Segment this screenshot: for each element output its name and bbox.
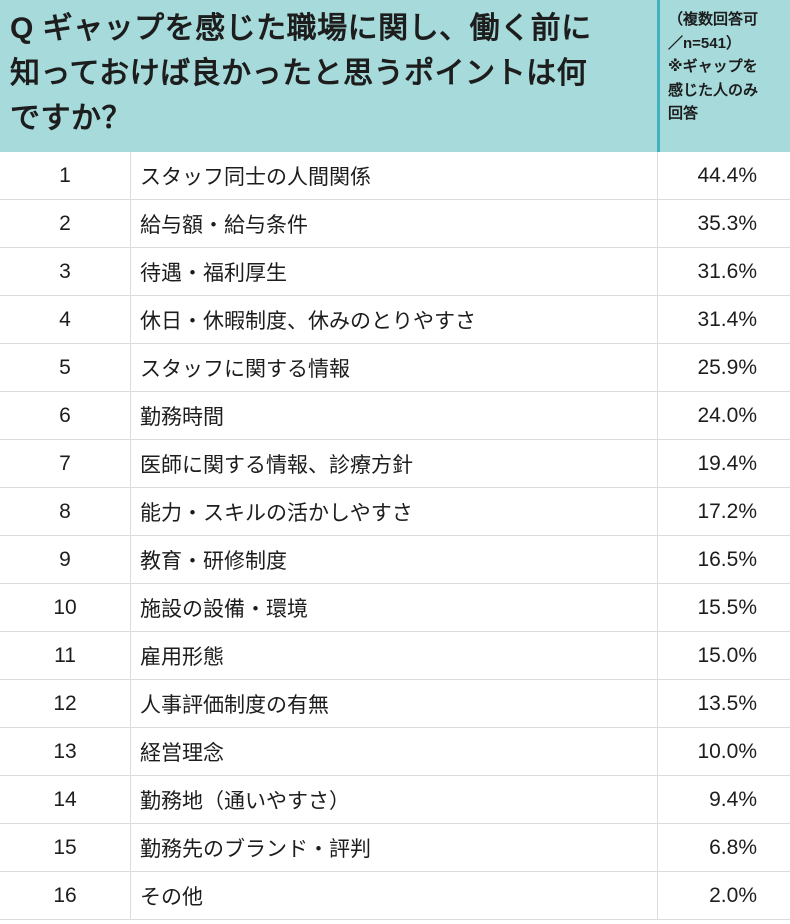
percentage-cell: 31.4% (697, 307, 757, 331)
item-label-cell: 人事評価制度の有無 (131, 680, 658, 727)
table-row: 11 雇用形態 15.0% (0, 632, 790, 680)
percentage-cell: 6.8% (709, 835, 757, 859)
item-label-cell: 能力・スキルの活かしやすさ (131, 488, 658, 535)
rank-cell: 10 (0, 584, 131, 631)
rank-cell: 11 (0, 632, 131, 679)
question-header: Q ギャップを感じた職場に関し、働く前に 知っておけば良かったと思うポイントは何… (0, 0, 790, 152)
note-line: 回答 (668, 105, 699, 122)
table-row: 2 給与額・給与条件 35.3% (0, 200, 790, 248)
note-line: ※ギャップを (668, 58, 758, 75)
item-label-cell: スタッフに関する情報 (131, 344, 658, 391)
percentage-cell: 10.0% (697, 739, 757, 763)
item-label-cell: 医師に関する情報、診療方針 (131, 440, 658, 487)
note-line: （複数回答可 (668, 11, 759, 28)
percentage-cell: 31.6% (697, 259, 757, 283)
table-row: 5 スタッフに関する情報 25.9% (0, 344, 790, 392)
rank-cell: 16 (0, 872, 131, 919)
table-row: 1 スタッフ同士の人間関係 44.4% (0, 152, 790, 200)
table-row: 6 勤務時間 24.0% (0, 392, 790, 440)
rank-cell: 14 (0, 776, 131, 823)
item-label-cell: 施設の設備・環境 (131, 584, 658, 631)
item-label-cell: 勤務時間 (131, 392, 658, 439)
rank-cell: 9 (0, 536, 131, 583)
percentage-cell: 2.0% (709, 883, 757, 907)
table-row: 15 勤務先のブランド・評判 6.8% (0, 824, 790, 872)
percentage-cell: 35.3% (697, 211, 757, 235)
rank-cell: 4 (0, 296, 131, 343)
item-label-cell: 休日・休暇制度、休みのとりやすさ (131, 296, 658, 343)
percentage-cell: 9.4% (709, 787, 757, 811)
item-label-cell: 経営理念 (131, 728, 658, 775)
item-label-cell: その他 (131, 872, 658, 919)
item-label-cell: スタッフ同士の人間関係 (131, 152, 658, 199)
table-row: 13 経営理念 10.0% (0, 728, 790, 776)
header-divider (657, 0, 660, 152)
note-line: 感じた人のみ (668, 81, 759, 99)
note-line: ／n=541） (668, 34, 741, 52)
percentage-cell: 13.5% (697, 691, 757, 715)
rank-cell: 12 (0, 680, 131, 727)
question-text: Q ギャップを感じた職場に関し、働く前に 知っておけば良かったと思うポイントは何… (0, 0, 657, 152)
percentage-cell: 24.0% (697, 403, 757, 427)
table-row: 4 休日・休暇制度、休みのとりやすさ 31.4% (0, 296, 790, 344)
table-row: 3 待遇・福利厚生 31.6% (0, 248, 790, 296)
percentage-cell: 15.0% (697, 643, 757, 667)
item-label-cell: 給与額・給与条件 (131, 200, 658, 247)
table-row: 16 その他 2.0% (0, 872, 790, 920)
percentage-cell: 19.4% (697, 451, 757, 475)
percentage-cell: 25.9% (697, 355, 757, 379)
question-line: 知っておけば良かったと思うポイントは何 (10, 57, 588, 90)
item-label-cell: 待遇・福利厚生 (131, 248, 658, 295)
table-row: 8 能力・スキルの活かしやすさ 17.2% (0, 488, 790, 536)
table-row: 14 勤務地（通いやすさ） 9.4% (0, 776, 790, 824)
table-row: 10 施設の設備・環境 15.5% (0, 584, 790, 632)
question-line: ですか？ (10, 102, 132, 135)
percentage-cell: 16.5% (697, 547, 757, 571)
rank-cell: 5 (0, 344, 131, 391)
rank-cell: 7 (0, 440, 131, 487)
item-label-cell: 教育・研修制度 (131, 536, 658, 583)
rank-cell: 1 (0, 152, 131, 199)
rank-cell: 6 (0, 392, 131, 439)
item-label-cell: 雇用形態 (131, 632, 658, 679)
rank-cell: 8 (0, 488, 131, 535)
percentage-cell: 15.5% (697, 595, 757, 619)
rank-cell: 15 (0, 824, 131, 871)
item-label-cell: 勤務地（通いやすさ） (131, 776, 658, 823)
percentage-cell: 44.4% (697, 163, 757, 187)
question-line: Q ギャップを感じた職場に関し、働く前に (10, 12, 592, 45)
table-row: 9 教育・研修制度 16.5% (0, 536, 790, 584)
table-row: 12 人事評価制度の有無 13.5% (0, 680, 790, 728)
rank-cell: 2 (0, 200, 131, 247)
percentage-cell: 17.2% (697, 499, 757, 523)
rank-cell: 3 (0, 248, 131, 295)
item-label-cell: 勤務先のブランド・評判 (131, 824, 658, 871)
table-row: 7 医師に関する情報、診療方針 19.4% (0, 440, 790, 488)
survey-note: （複数回答可 ／n=541） ※ギャップを 感じた人のみ 回答 (660, 0, 790, 152)
rank-cell: 13 (0, 728, 131, 775)
survey-table-body: 1 スタッフ同士の人間関係 44.4% 2 給与額・給与条件 35.3% 3 待遇・福利厚生 3… (0, 152, 790, 920)
